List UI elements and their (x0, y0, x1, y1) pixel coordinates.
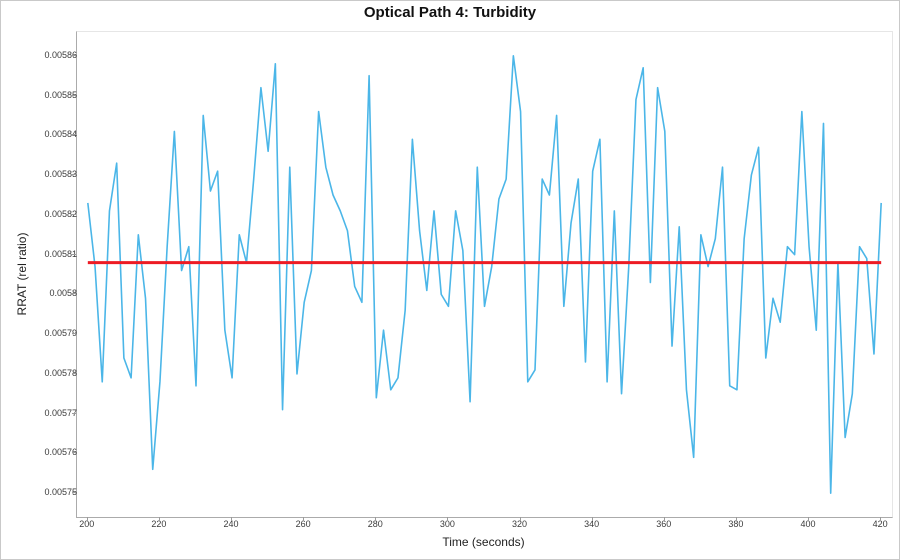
x-tick-label: 300 (439, 519, 455, 529)
y-tick-label: 0.00581 (44, 248, 77, 259)
y-tick-label: 0.0058 (49, 288, 77, 299)
y-tick-label: 0.00582 (44, 208, 77, 219)
x-tick-label: 380 (728, 519, 744, 529)
x-tick-label: 260 (295, 519, 311, 529)
y-tick-mark (72, 333, 76, 335)
y-tick-mark (72, 213, 76, 215)
y-tick-label: 0.00584 (44, 129, 77, 140)
x-tick-mark (735, 517, 737, 521)
x-tick-label: 400 (800, 519, 816, 529)
y-tick-label: 0.00579 (44, 328, 77, 339)
y-tick-label: 0.00577 (44, 407, 77, 418)
y-tick-label: 0.00576 (44, 447, 77, 458)
y-tick-label: 0.00586 (44, 49, 77, 60)
x-tick-label: 340 (584, 519, 600, 529)
x-tick-mark (158, 517, 160, 521)
x-axis-title: Time (seconds) (442, 535, 525, 549)
x-tick-mark (880, 517, 882, 521)
x-tick-label: 360 (656, 519, 672, 529)
x-tick-mark (808, 517, 810, 521)
chart-title: Optical Path 4: Turbidity (363, 4, 537, 21)
plot-area (76, 31, 893, 518)
x-tick-label: 320 (512, 519, 528, 529)
y-tick-mark (72, 412, 76, 414)
x-tick-mark (519, 517, 521, 521)
x-tick-label: 200 (79, 519, 95, 529)
x-tick-mark (375, 517, 377, 521)
turbidity-line (87, 55, 882, 494)
y-tick-mark (72, 54, 76, 56)
y-tick-mark (72, 94, 76, 96)
chart-canvas (87, 55, 882, 494)
x-tick-mark (231, 517, 233, 521)
x-tick-mark (447, 517, 449, 521)
y-tick-label: 0.00575 (44, 487, 77, 498)
x-tick-mark (591, 517, 593, 521)
x-tick-label: 220 (151, 519, 167, 529)
y-tick-mark (72, 174, 76, 176)
y-tick-mark (72, 372, 76, 374)
y-tick-mark (72, 134, 76, 136)
y-tick-mark (72, 492, 76, 494)
x-tick-mark (663, 517, 665, 521)
x-tick-label: 240 (223, 519, 239, 529)
y-tick-label: 0.00578 (44, 367, 77, 378)
y-tick-label: 0.00583 (44, 169, 77, 180)
y-axis-title: RRAT (rel ratio) (15, 232, 29, 316)
y-tick-label: 0.00585 (44, 89, 77, 100)
x-tick-mark (303, 517, 305, 521)
x-tick-label: 420 (872, 519, 888, 529)
x-tick-mark (86, 517, 88, 521)
y-tick-mark (72, 293, 76, 295)
x-tick-label: 280 (367, 519, 383, 529)
y-tick-mark (72, 253, 76, 255)
y-tick-mark (72, 452, 76, 454)
